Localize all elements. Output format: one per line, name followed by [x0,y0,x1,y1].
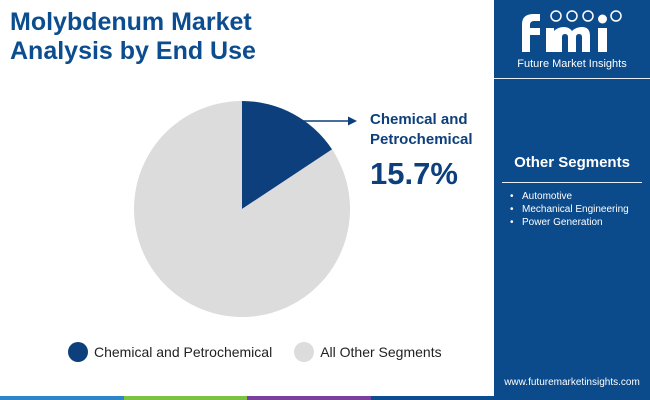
chart-legend: Chemical and Petrochemical All Other Seg… [68,342,442,362]
callout-label-line-1: Chemical and [370,111,468,128]
footer-bar-segment-2 [123,396,247,400]
fmi-logo: Future Market Insights [494,0,650,78]
legend-item-chemical: Chemical and Petrochemical [68,342,272,362]
sidebar: Future Market Insights Other Segments Au… [494,0,650,400]
callout-arrow [348,116,357,126]
website-url: www.futuremarketinsights.com [504,377,640,388]
title-line-1: Molybdenum Market [10,8,252,36]
footer-bar-segment-1 [0,396,124,400]
footer-bar-segment-3 [247,396,371,400]
other-segments-heading: Other Segments [514,154,630,171]
pie-chart [134,101,357,317]
other-segments-list: Automotive Mechanical Engineering Power … [510,190,629,229]
footer-color-bar [0,396,494,400]
fmi-logo-icon [522,10,622,52]
legend-label-other: All Other Segments [320,344,442,360]
callout-label: Chemical and Petrochemical [370,110,473,150]
callout-label-line-2: Petrochemical [370,131,473,148]
logo-text: Future Market Insights [517,58,627,70]
legend-swatch-other [294,342,315,362]
segment-item-automotive: Automotive [510,190,629,203]
callout-value: 15.7% [370,156,458,191]
legend-swatch-chemical [68,342,88,362]
pie-slice-chemical-and-petrochemical [242,101,333,209]
footer-bar-segment-4 [370,396,494,400]
page-title: Molybdenum Market Analysis by End Use [10,8,256,66]
title-line-2: Analysis by End Use [10,37,256,65]
segments-divider [502,182,642,183]
pie-slice-all-other-segments [134,101,351,317]
legend-item-other: All Other Segments [294,342,442,362]
segment-item-mechanical-engineering: Mechanical Engineering [510,203,629,216]
segment-item-power-generation: Power Generation [510,216,629,229]
legend-label-chemical: Chemical and Petrochemical [94,344,273,360]
logo-divider [494,78,650,79]
